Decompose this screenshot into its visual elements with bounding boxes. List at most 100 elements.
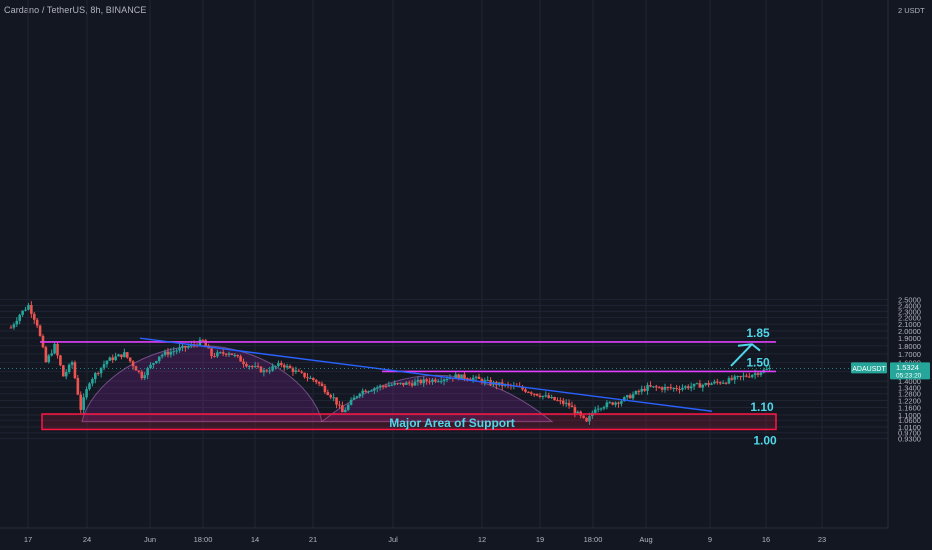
x-tick-label: Aug: [639, 535, 652, 544]
candle-body: [218, 352, 222, 354]
candle-body: [53, 343, 56, 354]
price-axis[interactable]: 2 USDT 2.50002.40002.30002.20002.10002.00…: [851, 0, 932, 550]
candle-body: [216, 352, 219, 357]
candle-body: [582, 415, 585, 418]
candle-body: [201, 339, 205, 341]
price-badge: [890, 362, 930, 380]
time-axis[interactable]: 17 24 Jun 18:00 14 21 Jul 12 19 18:00 Aug 9 16 23: [0, 527, 888, 544]
candle-body: [111, 357, 115, 361]
candle-body: [341, 405, 344, 413]
candle-body: [416, 379, 420, 382]
candle-body: [445, 378, 449, 380]
candle-body: [556, 400, 559, 402]
descending-trendline: [139, 337, 713, 412]
candle-body: [625, 395, 629, 398]
candle-body: [157, 356, 161, 361]
candle-body: [567, 402, 571, 406]
candle-body: [300, 371, 303, 373]
candle-body: [358, 393, 362, 397]
candle-body: [599, 408, 603, 410]
candle-body: [431, 379, 434, 383]
candle-body: [346, 404, 350, 410]
support-zone-label: Major Area of Support: [389, 416, 515, 430]
candle-body: [30, 305, 33, 314]
candle-body: [561, 400, 565, 404]
candle-body: [27, 305, 30, 310]
candle-body: [605, 402, 609, 408]
x-tick-label: 14: [251, 535, 259, 544]
y-tick-label: 2.2000: [898, 314, 921, 323]
candle-body: [21, 310, 24, 315]
candle-body: [724, 382, 728, 384]
candle-body: [96, 373, 100, 375]
candle-body: [608, 402, 612, 404]
candle-body: [311, 377, 315, 380]
candle-body: [280, 363, 283, 365]
candle-body: [640, 388, 644, 392]
candle-body: [695, 383, 699, 385]
candle-body: [396, 383, 399, 385]
candle-body: [681, 387, 684, 390]
candle-body: [134, 366, 138, 371]
price-badge-countdown: 05:23:20: [896, 372, 922, 379]
candle-body: [573, 407, 577, 414]
candle-body: [585, 417, 588, 422]
candle-body: [413, 381, 417, 386]
candle-body: [221, 352, 225, 354]
candle-body: [108, 357, 112, 361]
x-tick-label: 12: [478, 535, 486, 544]
candle-body: [233, 354, 237, 356]
x-tick-label: 19: [536, 535, 544, 544]
candle-body: [268, 370, 271, 372]
candle-body: [713, 381, 716, 384]
candle-body: [297, 370, 301, 372]
candle-body: [631, 394, 635, 399]
candle-body: [18, 314, 22, 321]
candle-body: [660, 387, 664, 390]
candle-body: [338, 404, 341, 406]
candle-body: [666, 386, 670, 388]
candle-body: [204, 340, 208, 346]
candle-body: [181, 345, 184, 348]
candle-body: [710, 383, 713, 385]
candle-body: [736, 376, 739, 378]
candle-body: [399, 382, 402, 384]
candle-body: [535, 393, 539, 396]
y-tick-label: 1.8000: [898, 342, 921, 351]
candle-body: [657, 387, 661, 389]
x-tick-label: 18:00: [194, 535, 213, 544]
candle-body: [224, 353, 228, 355]
candle-body: [256, 365, 260, 367]
candle-body: [349, 399, 353, 405]
candle-body: [436, 381, 440, 383]
y-tick-label: 1.3400: [898, 383, 921, 392]
x-tick-label: 24: [83, 535, 91, 544]
candle-body: [317, 382, 321, 384]
candle-body: [184, 345, 187, 348]
candle-body: [166, 351, 170, 355]
candle-body: [477, 376, 481, 379]
candle-body: [698, 383, 702, 388]
candle-body: [370, 390, 373, 392]
candle-body: [532, 393, 536, 395]
candle-body: [50, 353, 53, 356]
candle-body: [750, 374, 754, 377]
candle-body: [529, 392, 533, 394]
candle-body: [323, 386, 327, 393]
candle-body: [402, 382, 405, 385]
candle-body: [128, 357, 132, 362]
candle-body: [634, 391, 638, 395]
candle-body: [152, 363, 155, 365]
candle-body: [314, 379, 318, 383]
candle-body: [125, 352, 129, 358]
candle-body: [230, 353, 234, 355]
candle-body: [596, 408, 600, 410]
candle-body: [675, 388, 678, 390]
candle-body: [753, 373, 757, 375]
candle-body: [85, 389, 88, 398]
candle-body: [733, 376, 737, 380]
candle-body: [602, 407, 606, 409]
candle-body: [265, 370, 269, 372]
candle-body: [82, 397, 85, 410]
